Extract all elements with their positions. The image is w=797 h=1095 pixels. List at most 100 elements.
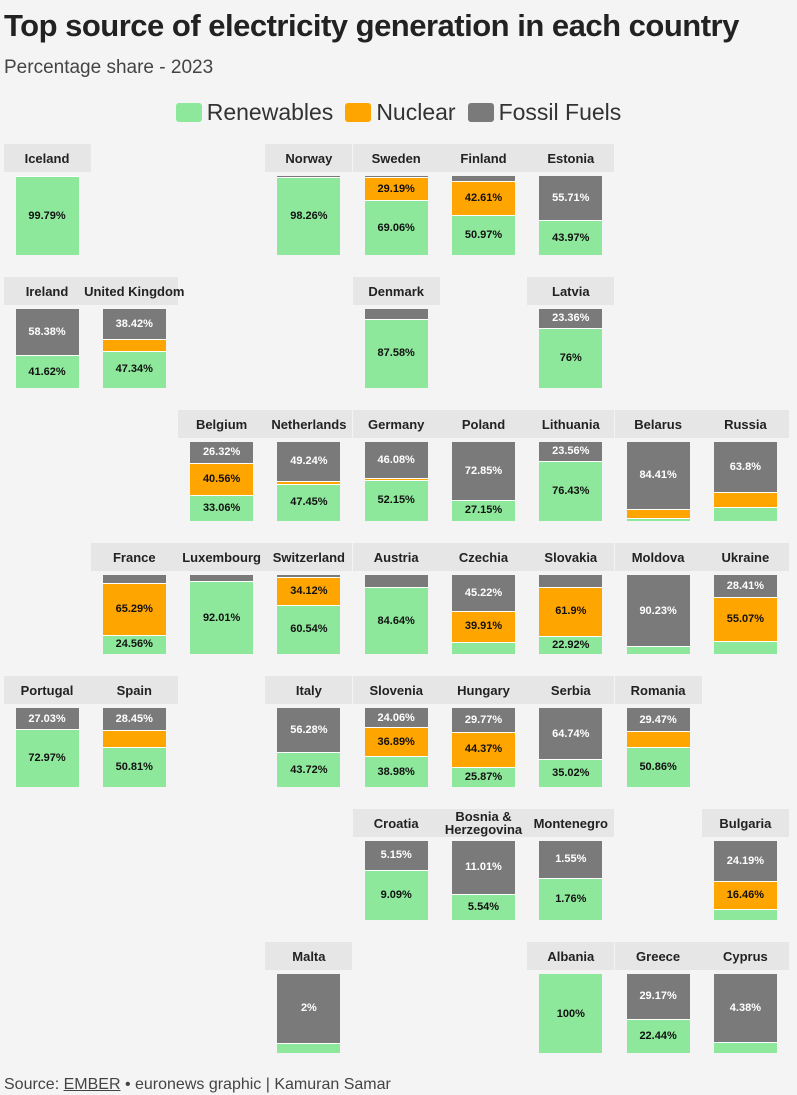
bar-segment-fossil[interactable]	[539, 309, 603, 328]
bar-segment-nuclear[interactable]	[539, 586, 603, 636]
bar-segment-fossil[interactable]	[626, 442, 690, 509]
bar-segment-fossil[interactable]	[277, 974, 341, 1043]
country-tile-serbia[interactable]: Serbia 64.74% 35.02%	[527, 676, 615, 799]
bar-segment-renewables[interactable]	[626, 1018, 690, 1053]
bar-segment-nuclear[interactable]	[364, 727, 428, 757]
bar-segment-nuclear[interactable]	[626, 731, 690, 747]
bar-segment-renewables[interactable]	[626, 746, 690, 787]
bar-segment-fossil[interactable]	[102, 309, 166, 340]
country-tile-hungary[interactable]: Hungary 29.77% 44.37% 25.87%	[440, 676, 527, 799]
country-tile-switzerland[interactable]: Switzerland 34.12% 60.54%	[265, 543, 353, 666]
bar-segment-nuclear[interactable]	[713, 597, 777, 641]
country-tile-austria[interactable]: Austria 84.64%	[352, 543, 440, 666]
bar-segment-renewables[interactable]	[539, 635, 603, 654]
bar-segment-fossil[interactable]	[102, 575, 166, 584]
country-tile-greece[interactable]: Greece 29.17% 22.44%	[614, 942, 702, 1065]
bar-segment-nuclear[interactable]	[364, 177, 428, 201]
bar-segment-fossil[interactable]	[277, 176, 341, 178]
bar-segment-fossil[interactable]	[713, 442, 777, 493]
bar-segment-nuclear[interactable]	[452, 610, 515, 643]
bar-segment-fossil[interactable]	[713, 841, 777, 882]
bar-segment-renewables[interactable]	[277, 177, 341, 255]
bar-segment-nuclear[interactable]	[713, 492, 777, 508]
bar-segment-renewables[interactable]	[364, 587, 428, 654]
country-tile-belgium[interactable]: Belgium 26.32% 40.56% 33.06%	[178, 410, 266, 533]
bar-segment-renewables[interactable]	[452, 766, 515, 787]
bar-segment-fossil[interactable]	[452, 841, 515, 894]
bar-segment-renewables[interactable]	[539, 460, 603, 521]
bar-segment-renewables[interactable]	[364, 200, 428, 255]
bar-segment-fossil[interactable]	[626, 708, 690, 732]
bar-segment-renewables[interactable]	[364, 869, 428, 920]
bar-segment-fossil[interactable]	[626, 575, 690, 647]
bar-segment-renewables[interactable]	[190, 494, 254, 521]
country-tile-moldova[interactable]: Moldova 90.23%	[614, 543, 702, 666]
bar-segment-fossil[interactable]	[364, 442, 428, 479]
bar-segment-nuclear[interactable]	[102, 339, 166, 351]
bar-segment-renewables[interactable]	[364, 479, 428, 521]
bar-segment-renewables[interactable]	[364, 318, 428, 388]
bar-segment-renewables[interactable]	[15, 355, 79, 388]
bar-segment-renewables[interactable]	[277, 1042, 341, 1053]
country-tile-bulgaria[interactable]: Bulgaria 24.19% 16.46%	[701, 809, 789, 932]
bar-segment-fossil[interactable]	[626, 974, 690, 1019]
country-tile-montenegro[interactable]: Montenegro 1.55% 1.76%	[527, 809, 615, 932]
country-tile-romania[interactable]: Romania 29.47% 50.86%	[614, 676, 702, 799]
bar-segment-renewables[interactable]	[539, 327, 603, 388]
bar-segment-nuclear[interactable]	[102, 583, 166, 635]
bar-segment-fossil[interactable]	[364, 309, 428, 319]
bar-segment-fossil[interactable]	[102, 708, 166, 731]
bar-segment-fossil[interactable]	[539, 442, 603, 461]
bar-segment-nuclear[interactable]	[364, 478, 428, 480]
bar-segment-renewables[interactable]	[190, 581, 254, 654]
bar-segment-renewables[interactable]	[539, 759, 603, 787]
bar-segment-fossil[interactable]	[364, 176, 428, 178]
bar-segment-renewables[interactable]	[277, 483, 341, 521]
bar-segment-fossil[interactable]	[364, 841, 428, 870]
country-tile-finland[interactable]: Finland 42.61% 50.97%	[440, 144, 527, 267]
bar-segment-fossil[interactable]	[277, 575, 341, 577]
bar-segment-fossil[interactable]	[277, 708, 341, 753]
bar-segment-fossil[interactable]	[713, 575, 777, 598]
country-tile-slovenia[interactable]: Slovenia 24.06% 36.89% 38.98%	[352, 676, 440, 799]
bar-segment-fossil[interactable]	[452, 708, 515, 732]
country-tile-norway[interactable]: Norway 98.26%	[265, 144, 353, 267]
country-tile-cyprus[interactable]: Cyprus 4.38%	[701, 942, 789, 1065]
country-tile-lithuania[interactable]: Lithuania 23.56% 76.43%	[527, 410, 615, 533]
country-tile-ukraine[interactable]: Ukraine 28.41% 55.07%	[701, 543, 789, 666]
bar-segment-nuclear[interactable]	[277, 480, 341, 484]
country-tile-albania[interactable]: Albania 100%	[527, 942, 615, 1065]
bar-segment-nuclear[interactable]	[452, 181, 515, 215]
bar-segment-renewables[interactable]	[713, 640, 777, 654]
bar-segment-fossil[interactable]	[452, 442, 515, 500]
bar-segment-fossil[interactable]	[539, 708, 603, 760]
bar-segment-fossil[interactable]	[190, 442, 254, 463]
country-tile-spain[interactable]: Spain 28.45% 50.81%	[90, 676, 178, 799]
country-tile-iceland[interactable]: Iceland 99.79%	[3, 144, 91, 267]
bar-segment-nuclear[interactable]	[277, 576, 341, 605]
bar-segment-renewables[interactable]	[539, 220, 603, 255]
legend-item-renewables[interactable]: Renewables	[175, 99, 333, 126]
country-tile-luxembourg[interactable]: Luxembourg 92.01%	[178, 543, 266, 666]
bar-segment-renewables[interactable]	[102, 350, 166, 388]
bar-segment-fossil[interactable]	[364, 575, 428, 588]
country-tile-slovakia[interactable]: Slovakia 61.9% 22.92%	[527, 543, 615, 666]
bar-segment-nuclear[interactable]	[102, 730, 166, 747]
country-tile-poland[interactable]: Poland 72.85% 27.15%	[440, 410, 527, 533]
bar-segment-renewables[interactable]	[452, 893, 515, 920]
country-tile-bosnia-herzegovina[interactable]: Bosnia & Herzegovina 11.01% 5.54%	[440, 809, 527, 932]
legend-item-fossil-fuels[interactable]: Fossil Fuels	[467, 99, 621, 126]
source-link[interactable]: EMBER	[63, 1076, 121, 1093]
bar-segment-renewables[interactable]	[452, 642, 515, 654]
bar-segment-nuclear[interactable]	[626, 508, 690, 518]
bar-segment-fossil[interactable]	[713, 974, 777, 1043]
bar-segment-renewables[interactable]	[626, 517, 690, 521]
country-tile-italy[interactable]: Italy 56.28% 43.72%	[265, 676, 353, 799]
country-tile-sweden[interactable]: Sweden 29.19% 69.06%	[352, 144, 440, 267]
country-tile-ireland[interactable]: Ireland 58.38% 41.62%	[3, 277, 91, 400]
bar-segment-fossil[interactable]	[539, 176, 603, 221]
bar-segment-nuclear[interactable]	[190, 462, 254, 495]
country-tile-latvia[interactable]: Latvia 23.36% 76%	[527, 277, 615, 400]
bar-segment-nuclear[interactable]	[713, 881, 777, 909]
country-tile-netherlands[interactable]: Netherlands 49.24% 47.45%	[265, 410, 353, 533]
